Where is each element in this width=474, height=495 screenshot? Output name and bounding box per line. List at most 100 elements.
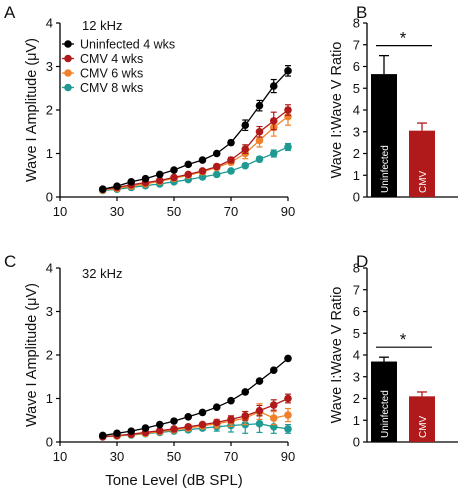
data-point — [270, 117, 278, 125]
data-point — [270, 401, 278, 409]
data-point — [184, 413, 192, 421]
y-tick-label: 1 — [46, 391, 53, 406]
data-point — [256, 128, 264, 136]
x-tick-label: 10 — [53, 204, 67, 219]
y-axis-label: Wave I:Wave V Ratio — [329, 287, 345, 424]
data-point — [113, 182, 121, 190]
significance-marker: * — [400, 330, 407, 349]
y-tick-label: 1 — [46, 146, 53, 161]
frequency-label: 32 kHz — [82, 266, 122, 281]
x-tick-label: 10 — [53, 449, 67, 464]
x-tick-label: 70 — [224, 449, 238, 464]
y-tick-label: 4 — [46, 16, 53, 31]
legend-marker — [64, 84, 72, 92]
y-tick-label: 2 — [46, 348, 53, 363]
panel-letter-a: A — [4, 3, 16, 22]
data-point — [170, 425, 178, 433]
data-point — [213, 403, 221, 411]
data-point — [127, 178, 135, 186]
data-point — [284, 355, 292, 363]
legend-label: CMV 4 wks — [80, 52, 143, 66]
y-tick-label: 0 — [353, 190, 360, 205]
data-point — [241, 145, 249, 153]
data-point — [213, 419, 221, 427]
y-tick-label: 3 — [353, 124, 360, 139]
data-point — [241, 412, 249, 420]
data-point — [256, 102, 264, 110]
y-tick-label: 5 — [353, 326, 360, 341]
data-point — [156, 171, 164, 179]
y-tick-label: 8 — [353, 16, 360, 31]
data-point — [199, 421, 207, 429]
data-point — [227, 156, 235, 164]
y-tick-label: 0 — [46, 190, 53, 205]
data-point — [256, 377, 264, 385]
data-point — [256, 155, 264, 163]
y-tick-label: 5 — [353, 81, 360, 96]
y-tick-label: 3 — [46, 304, 53, 319]
legend-marker — [64, 40, 72, 48]
data-point — [284, 395, 292, 403]
data-point — [270, 366, 278, 374]
data-point — [113, 430, 121, 438]
data-point — [284, 411, 292, 419]
legend-marker — [64, 55, 72, 63]
significance-marker: * — [400, 29, 407, 48]
x-tick-label: 30 — [110, 204, 124, 219]
data-point — [199, 409, 207, 417]
data-point — [156, 421, 164, 429]
y-tick-label: 3 — [353, 369, 360, 384]
y-tick-label: 3 — [46, 59, 53, 74]
y-tick-label: 7 — [353, 37, 360, 52]
y-axis-label: Wave I Amplitude (μV) — [24, 38, 40, 182]
y-tick-label: 2 — [353, 146, 360, 161]
y-tick-label: 0 — [46, 435, 53, 450]
data-point — [99, 185, 107, 193]
data-point — [256, 420, 264, 428]
x-axis-label: Tone Level (dB SPL) — [105, 472, 243, 489]
y-tick-label: 0 — [353, 435, 360, 450]
y-tick-label: 4 — [353, 348, 360, 363]
x-tick-label: 90 — [281, 449, 295, 464]
data-point — [184, 161, 192, 169]
data-point — [213, 150, 221, 158]
data-point — [213, 163, 221, 171]
panel-letter-c: C — [4, 252, 16, 271]
data-point — [284, 106, 292, 114]
data-point — [241, 162, 249, 170]
data-point — [227, 397, 235, 405]
data-point — [170, 166, 178, 174]
data-point — [270, 414, 278, 422]
y-tick-label: 4 — [46, 261, 53, 276]
bar-category-label: CMV — [418, 415, 429, 438]
series-cmv-4-wks — [99, 394, 292, 440]
x-tick-label: 30 — [110, 449, 124, 464]
data-point — [142, 424, 150, 432]
y-tick-label: 6 — [353, 59, 360, 74]
data-point — [284, 143, 292, 151]
data-point — [184, 171, 192, 179]
series-line — [103, 110, 288, 189]
data-point — [284, 67, 292, 75]
data-point — [199, 167, 207, 175]
data-point — [99, 432, 107, 440]
data-point — [241, 388, 249, 396]
data-point — [256, 407, 264, 415]
data-point — [184, 423, 192, 431]
bar-category-label: Uninfected — [380, 145, 391, 193]
y-tick-label: 2 — [46, 103, 53, 118]
y-tick-label: 1 — [353, 413, 360, 428]
data-point — [213, 171, 221, 179]
data-point — [256, 137, 264, 145]
y-tick-label: 4 — [353, 103, 360, 118]
y-tick-label: 2 — [353, 391, 360, 406]
y-tick-label: 1 — [353, 168, 360, 183]
data-point — [227, 139, 235, 147]
y-tick-label: 8 — [353, 261, 360, 276]
data-point — [142, 175, 150, 183]
data-point — [227, 416, 235, 424]
bar-category-label: Uninfected — [380, 390, 391, 438]
x-tick-label: 90 — [281, 204, 295, 219]
legend-label: CMV 8 wks — [80, 81, 143, 95]
